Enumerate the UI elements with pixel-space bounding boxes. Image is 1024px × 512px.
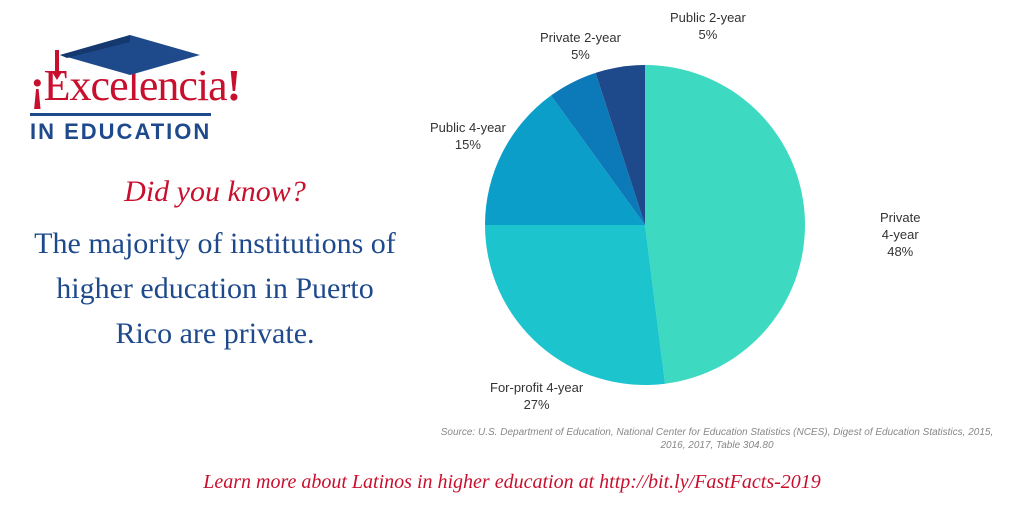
footer-link[interactable]: Learn more about Latinos in higher educa…: [0, 471, 1024, 494]
did-you-know: Did you know?: [30, 175, 400, 209]
pie-slice-label: Private 4-year48%: [880, 210, 920, 261]
pie-slice-label: Public 2-year5%: [670, 10, 746, 44]
infographic-container: ¡Excelencia! IN EDUCATION Did you know? …: [0, 0, 1024, 512]
logo-subtext: IN EDUCATION: [30, 113, 211, 145]
grad-cap-icon: [30, 30, 400, 70]
source-citation: Source: U.S. Department of Education, Na…: [440, 426, 994, 452]
pie-slice-label: Public 4-year15%: [430, 120, 506, 154]
pie-slice: [485, 225, 665, 385]
pie-slice-label: For-profit 4-year27%: [490, 380, 583, 414]
pie-chart: Private 4-year48%For-profit 4-year27%Pub…: [470, 60, 820, 395]
pie-slice-label: Private 2-year5%: [540, 30, 621, 64]
logo: ¡Excelencia! IN EDUCATION: [30, 30, 400, 145]
pie-slice: [645, 65, 805, 384]
left-panel: ¡Excelencia! IN EDUCATION Did you know? …: [0, 0, 420, 512]
headline-text: The majority of institutions of higher e…: [30, 221, 400, 356]
